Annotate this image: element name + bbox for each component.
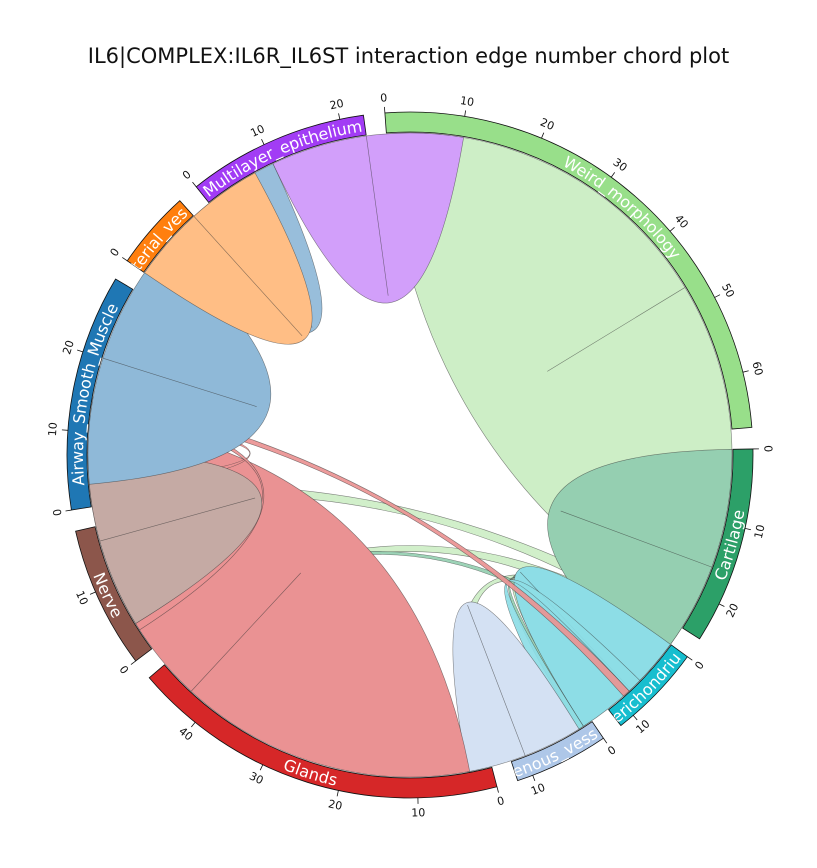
tick-label-airway-smooth-muscle-20: 20 (60, 339, 77, 356)
ribbon-nerve-to-nerve (87, 451, 262, 624)
tick-label-cartilage-20: 20 (724, 601, 742, 619)
tick-cartilage-10 (744, 528, 751, 531)
tick-glands-0 (496, 786, 499, 793)
tick-label-airway-smooth-muscle-10: 10 (46, 422, 60, 437)
tick-weird-morphology-10 (464, 110, 467, 117)
tick-label-weird-morphology-20: 20 (538, 116, 556, 133)
tick-nerve-0 (130, 660, 136, 665)
segment-airway-smooth-muscle (66, 278, 134, 511)
segment-glands (148, 664, 498, 799)
tick-perichondrium-0 (687, 656, 693, 661)
tick-weird-morphology-30 (610, 172, 616, 178)
segment-label-arterial-vessel: Arterial_vessel (0, 0, 191, 274)
tick-label-multilayer-epithelium-10: 10 (249, 122, 267, 140)
ribbon-arterial-vessel-to-arterial-vessel (144, 172, 313, 345)
tick-label-nerve-0: 0 (116, 663, 131, 676)
tick-label-cartilage-10: 10 (752, 523, 768, 539)
segment-arterial-vessel (126, 200, 194, 273)
segment-perichondrium (608, 644, 688, 727)
tick-weird-morphology-40 (669, 227, 675, 232)
tick-label-glands-20: 20 (327, 797, 343, 813)
segment-weird-morphology (384, 111, 753, 430)
tick-label-weird-morphology-30: 30 (611, 156, 630, 175)
tick-multilayer-epithelium-0 (192, 181, 197, 188)
tick-weird-morphology-50 (714, 294, 721, 298)
tick-label-glands-40: 40 (176, 725, 195, 744)
tick-perichondrium-10 (632, 715, 638, 721)
tick-label-multilayer-epithelium-0: 0 (180, 168, 194, 183)
tick-airway-smooth-muscle-0 (65, 509, 72, 512)
tick-label-nerve-10: 10 (73, 589, 91, 607)
tick-venous-vessel-10 (532, 775, 536, 782)
ribbon-cartilage-to-cartilage (547, 449, 733, 670)
tick-airway-smooth-muscle-20 (77, 349, 84, 353)
tick-label-arterial-vessel-0: 0 (108, 246, 123, 259)
ribbon-venous-vessel-to-venous-vessel (452, 601, 580, 773)
segment-multilayer-epithelium (195, 114, 367, 203)
tick-weird-morphology-20 (541, 132, 545, 139)
tick-glands-20 (336, 790, 339, 797)
ribbon-layer (87, 132, 733, 778)
segment-cartilage (682, 448, 754, 640)
tick-label-venous-vessel-10: 10 (529, 781, 547, 798)
tick-label-glands-10: 10 (411, 806, 425, 819)
segment-venous-vessel (510, 721, 605, 782)
tick-arterial-vessel-0 (122, 257, 128, 262)
tick-label-cartilage-0: 0 (761, 445, 774, 452)
tick-label-weird-morphology-60: 60 (749, 360, 765, 377)
segment-nerve (75, 526, 153, 662)
tick-label-weird-morphology-50: 50 (719, 281, 737, 299)
tick-label-glands-0: 0 (496, 794, 506, 808)
tick-weird-morphology-60 (742, 370, 749, 373)
tick-label-perichondrium-10: 10 (633, 717, 652, 736)
tick-label-weird-morphology-0: 0 (380, 91, 388, 104)
ribbon-multilayer-epithelium-to-multilayer-epithelium (272, 132, 464, 304)
tick-label-perichondrium-0: 0 (692, 659, 707, 672)
tick-glands-30 (259, 764, 264, 771)
tick-venous-vessel-0 (603, 738, 608, 744)
tick-label-multilayer-epithelium-20: 20 (329, 97, 345, 113)
tick-multilayer-epithelium-10 (261, 139, 265, 145)
tick-label-glands-30: 30 (247, 769, 265, 787)
tick-multilayer-epithelium-20 (338, 113, 341, 120)
tick-label-weird-morphology-10: 10 (459, 94, 475, 109)
tick-label-airway-smooth-muscle-0: 0 (50, 508, 64, 517)
tick-nerve-10 (89, 591, 96, 595)
tick-glands-40 (191, 722, 196, 728)
chart-title: IL6|COMPLEX:IL6R_IL6ST interaction edge … (87, 44, 730, 68)
tick-label-weird-morphology-40: 40 (672, 212, 691, 231)
tick-cartilage-20 (718, 603, 725, 607)
tick-label-venous-vessel-0: 0 (605, 743, 618, 758)
